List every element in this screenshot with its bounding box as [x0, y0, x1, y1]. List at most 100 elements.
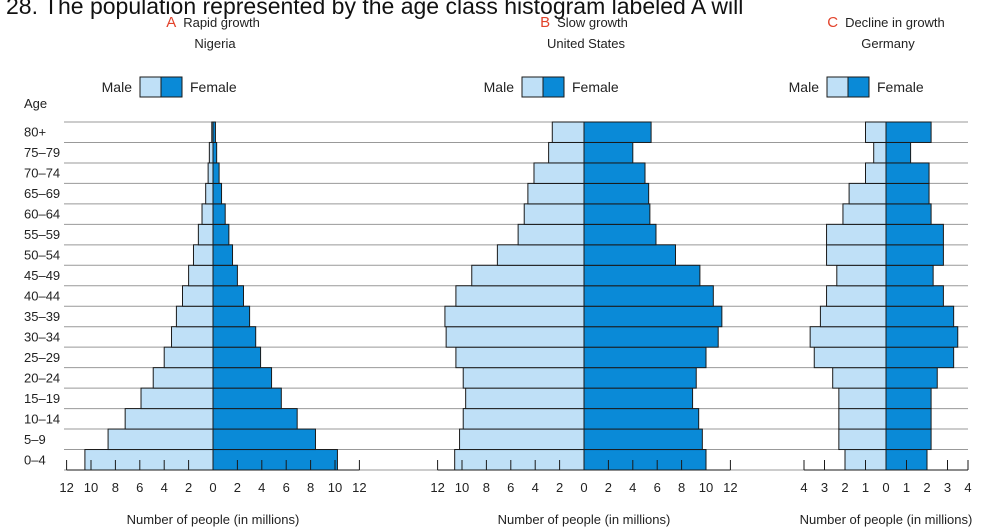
female-bar [583, 162, 646, 184]
panel-header: A Rapid growth [166, 14, 260, 31]
male-bar [175, 305, 214, 328]
female-bar [583, 428, 703, 451]
male-bar [838, 428, 887, 451]
female-bar [583, 264, 701, 287]
male-bar [207, 162, 214, 184]
age-class-label: 30–34 [24, 329, 60, 344]
age-class-label: 0–4 [24, 452, 46, 467]
age-class-label: 60–64 [24, 207, 60, 222]
male-bar [455, 346, 585, 369]
female-bar [583, 223, 657, 246]
female-bar [885, 346, 955, 369]
female-bar [212, 449, 338, 471]
x-tick-label: 8 [483, 480, 490, 495]
male-bar [182, 285, 214, 307]
x-tick-label: 8 [112, 480, 119, 495]
legend-female-swatch [847, 76, 870, 98]
legend-female-label: Female [190, 79, 237, 95]
female-bar [885, 408, 932, 430]
female-bar [583, 285, 714, 307]
female-bar [583, 305, 723, 328]
age-class-label: 65–69 [24, 186, 60, 201]
male-bar [465, 387, 585, 410]
male-bar [496, 244, 585, 266]
x-tick-label: 8 [678, 480, 685, 495]
female-bar [885, 203, 932, 225]
age-class-label: 70–74 [24, 166, 60, 181]
male-bar [107, 428, 214, 451]
x-tick-label: 10 [455, 480, 469, 495]
female-bar [212, 223, 230, 246]
legend-male-label: Male [789, 79, 820, 95]
female-bar [583, 367, 697, 389]
male-bar [171, 326, 214, 348]
legend-female-swatch [542, 76, 565, 98]
female-bar [885, 387, 932, 410]
age-class-label: 45–49 [24, 268, 60, 283]
male-bar [865, 121, 887, 143]
x-tick-label: 1 [862, 480, 869, 495]
female-bar [583, 346, 707, 369]
female-bar [212, 326, 257, 348]
female-bar [583, 449, 707, 471]
legend-female-label: Female [877, 79, 924, 95]
age-class-label: 20–24 [24, 370, 60, 385]
male-bar [836, 264, 887, 287]
age-class-label: 40–44 [24, 289, 60, 304]
panel-title: Slow growth [557, 15, 628, 30]
x-tick-label: 0 [209, 480, 216, 495]
x-tick-label: 2 [923, 480, 930, 495]
male-bar [208, 141, 214, 164]
x-tick-label: 12 [352, 480, 366, 495]
female-bar [583, 203, 651, 225]
female-bar [885, 182, 930, 205]
male-bar [517, 223, 585, 246]
x-tick-label: 0 [882, 480, 889, 495]
male-bar [873, 141, 887, 164]
x-tick-label: 12 [59, 480, 73, 495]
male-bar [471, 264, 585, 287]
female-bar [212, 264, 238, 287]
female-bar [212, 387, 282, 410]
female-bar [583, 326, 719, 348]
x-tick-label: 2 [841, 480, 848, 495]
x-tick-label: 1 [903, 480, 910, 495]
male-bar [826, 285, 887, 307]
question-text: 28. The population represented by the ag… [6, 0, 744, 19]
x-tick-label: 2 [234, 480, 241, 495]
x-axis-label: Number of people (in millions) [498, 512, 671, 527]
legend-female-swatch [160, 76, 183, 98]
x-tick-label: 6 [654, 480, 661, 495]
age-class-label: 55–59 [24, 227, 60, 242]
male-bar [832, 367, 887, 389]
male-bar [838, 387, 887, 410]
female-bar [212, 428, 316, 451]
x-tick-label: 3 [944, 480, 951, 495]
male-bar [140, 387, 214, 410]
male-bar [445, 326, 585, 348]
male-bar [188, 264, 214, 287]
female-bar [885, 121, 932, 143]
panel-subtitle: United States [547, 36, 626, 51]
female-bar [212, 285, 244, 307]
male-bar [551, 121, 585, 143]
female-bar [212, 203, 226, 225]
age-class-label: 75–79 [24, 145, 60, 160]
age-class-label: 25–29 [24, 350, 60, 365]
male-bar [201, 203, 214, 225]
age-axis-title: Age [24, 96, 47, 111]
x-tick-label: 10 [84, 480, 98, 495]
male-bar [865, 162, 887, 184]
x-tick-label: 10 [699, 480, 713, 495]
panel-title: Decline in growth [845, 15, 945, 30]
panel-letter: B [540, 14, 550, 31]
x-axis-label: Number of people (in millions) [800, 512, 973, 527]
male-bar [462, 367, 585, 389]
panel-subtitle: Germany [861, 36, 915, 51]
x-tick-label: 2 [605, 480, 612, 495]
x-tick-label: 8 [307, 480, 314, 495]
age-class-label: 50–54 [24, 248, 60, 263]
